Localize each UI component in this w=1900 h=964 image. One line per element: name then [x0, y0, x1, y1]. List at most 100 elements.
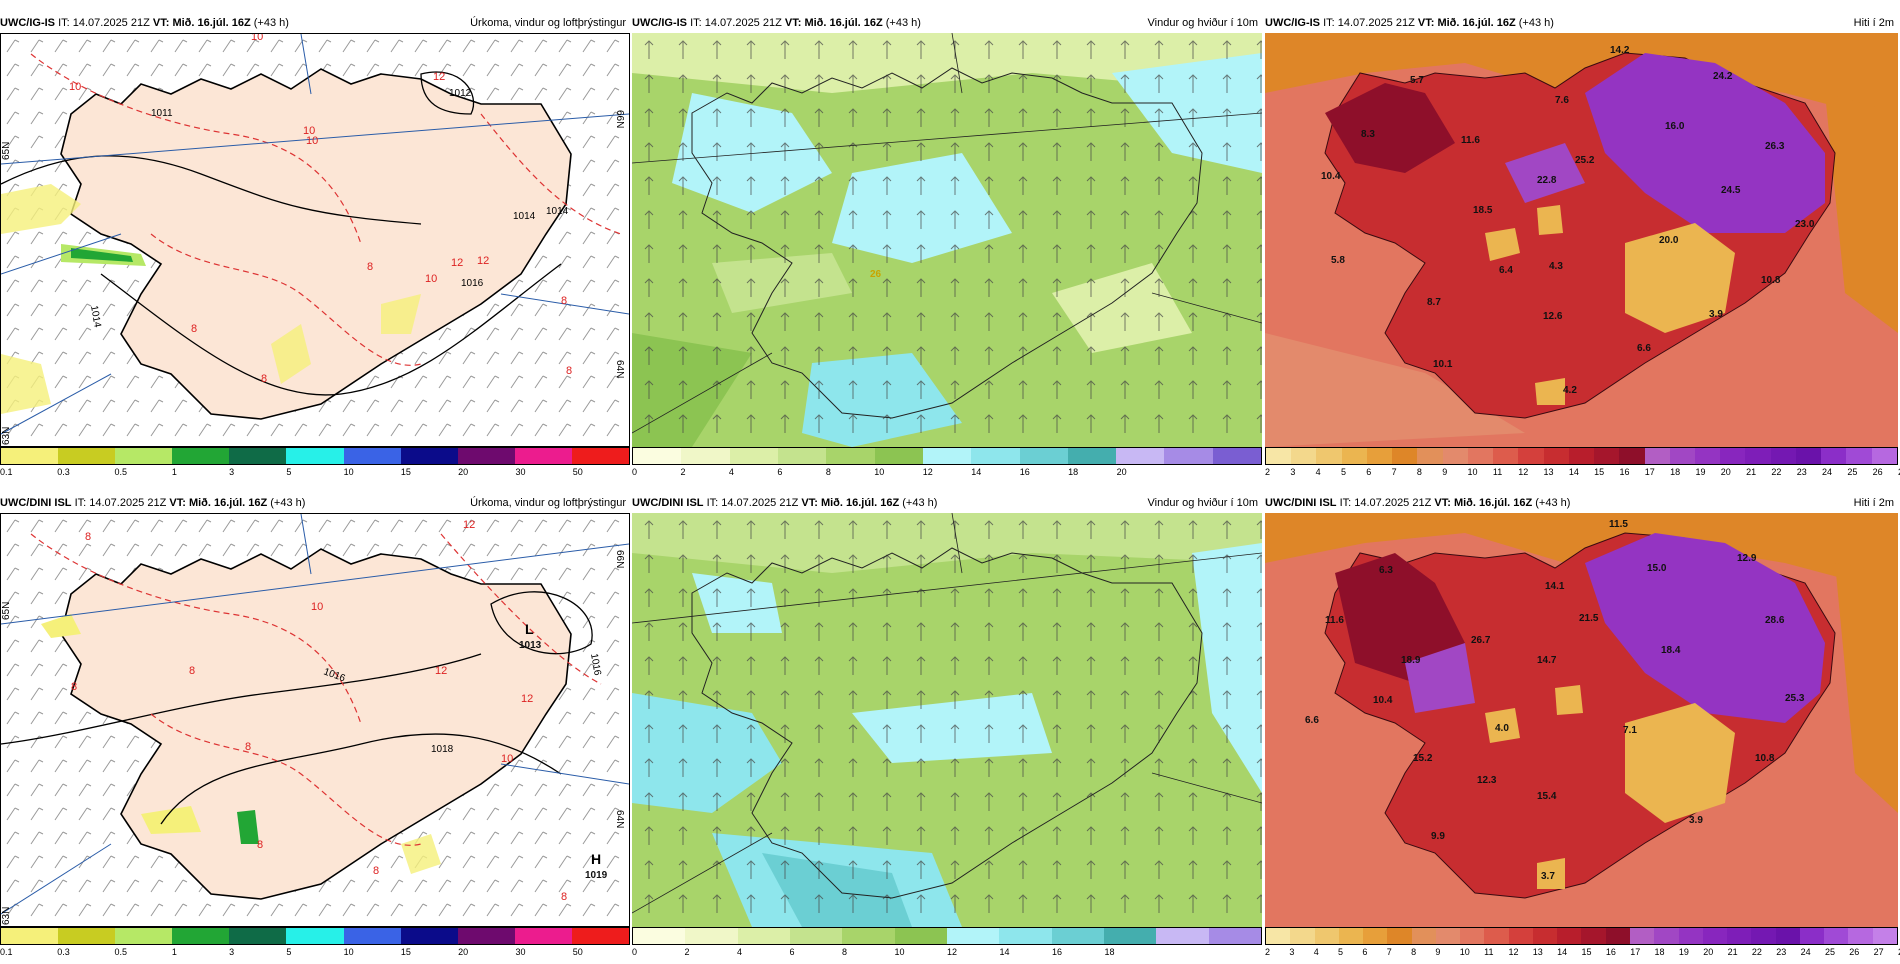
panel-temp-dini: UWC/DINI ISL IT: 14.07.2025 21Z VT: Mið.…	[1265, 494, 1900, 964]
colorbar-tick-label: 0	[632, 467, 638, 477]
pressure-label: 1018	[431, 744, 454, 755]
colorbar-swatch	[777, 448, 827, 464]
lead-time: (+43 h)	[885, 17, 921, 29]
colorbar-swatch	[1338, 928, 1364, 944]
colorbar-swatch	[1795, 448, 1822, 464]
colorbar-tick-label: 20	[458, 467, 469, 477]
coastline	[691, 547, 1203, 899]
colorbar-tick-label: 0.3	[57, 947, 70, 957]
colorbar-tick-label: 14	[971, 467, 982, 477]
lead-time: (+43 h)	[270, 497, 306, 509]
colorbar-tick-label: 12	[947, 947, 958, 957]
meridian	[1151, 772, 1262, 804]
lead-time: (+43 h)	[1535, 497, 1571, 509]
colorbar-swatch	[633, 928, 686, 944]
vt-label: VT:	[1434, 497, 1451, 509]
colorbar-tick-label: 25	[1824, 947, 1835, 957]
colorbar-swatch	[1442, 448, 1468, 464]
colorbar-swatch	[789, 928, 843, 944]
lead-time: (+43 h)	[902, 497, 938, 509]
temp-label: 4.0	[1495, 723, 1509, 734]
colorbar-swatch	[1824, 928, 1849, 944]
colorbar-ticks: 2 3 4 5 6 7 8 9 10 11 12 13 14 15 16 17 18 19 20 21 22 23 24 25…	[1265, 465, 1900, 481]
temp-label: 18.9	[1401, 655, 1421, 666]
temp-label: 10	[501, 753, 513, 765]
precip-patch	[141, 806, 201, 834]
colorbar-tick-label: 17	[1644, 467, 1655, 477]
it-value: 14.07.2025 21Z	[72, 17, 150, 29]
panel-header: UWC/IG-IS IT: 14.07.2025 21Z VT: Mið. 16…	[1265, 14, 1898, 32]
temp-cool-highland	[1625, 703, 1735, 823]
colorbar-swatch	[1727, 928, 1752, 944]
map-precip[interactable]: 1011 1012 1014 1014 1016 1014 10 10 12 1…	[0, 33, 630, 447]
high-pressure-letter: H	[591, 851, 601, 867]
temp-label: 11.6	[1461, 135, 1480, 146]
map-temp[interactable]: 11.5 6.3 15.0 12.9 11.6 14.1 26.7 28.6 1…	[1265, 513, 1898, 927]
pressure-label: 1016	[588, 653, 603, 677]
temp-label: 14.2	[1610, 45, 1630, 56]
colorbar-swatch	[1156, 928, 1209, 944]
temp-label: 8	[257, 839, 263, 851]
colorbar-swatch	[1387, 928, 1412, 944]
lat-label: 66N	[614, 110, 625, 128]
colorbar-tick-label: 3	[1289, 947, 1295, 957]
colorbar-swatch	[1872, 928, 1897, 944]
temp-contour	[150, 713, 422, 846]
lat-label: 63N	[1, 427, 12, 445]
temp-label: 18.4	[1661, 645, 1681, 656]
isobar	[100, 263, 562, 396]
colorbar-swatch	[1392, 448, 1418, 464]
temp-label: 12	[463, 519, 475, 531]
temp-hot-core	[1585, 53, 1825, 233]
colorbar-swatch	[1435, 928, 1461, 944]
temp-label: 8	[245, 741, 251, 753]
panel-header: UWC/DINI ISL IT: 14.07.2025 21Z VT: Mið.…	[0, 494, 630, 512]
colorbar-swatch	[999, 928, 1052, 944]
colorbar-tick-label: 0.1	[0, 947, 13, 957]
map-wind[interactable]	[632, 513, 1262, 927]
map-precip[interactable]: L 1013 H 1019 1016 1018 1016 12 8 10 8 1…	[0, 513, 630, 927]
colorbar-tick-label: 10	[894, 947, 905, 957]
map-wind[interactable]: 26	[632, 33, 1262, 447]
temp-contour	[150, 233, 422, 366]
temp-label: 9.9	[1431, 831, 1445, 842]
colorbar-swatch	[1164, 448, 1213, 464]
colorbar-tick-label: 15	[1581, 947, 1592, 957]
temp-label: 6.6	[1637, 343, 1651, 354]
colorbar-swatch	[1019, 448, 1068, 464]
colorbar-tick-label: 6	[777, 467, 783, 477]
wind-arrows	[632, 513, 1262, 927]
map-svg: 14.2 5.7 7.6 24.2 8.3 11.6 16.0 10.4 22.…	[1265, 33, 1898, 447]
colorbar-swatch	[1314, 928, 1339, 944]
colorbar-swatch	[286, 448, 344, 464]
colorbar-tick-label: 30	[515, 467, 526, 477]
colorbar-tick-label: 0	[632, 947, 638, 957]
colorbar-tick-label: 16	[1619, 467, 1630, 477]
temp-label: 8	[85, 531, 91, 543]
colorbar-tick-label: 21	[1746, 467, 1757, 477]
lat-label: 66N	[614, 550, 625, 568]
temp-label: 6.3	[1379, 565, 1393, 576]
colorbar-tick-label: 10	[1467, 467, 1478, 477]
colorbar-tick-label: 15	[400, 467, 411, 477]
it-label: IT:	[690, 17, 702, 29]
temp-label: 26.7	[1471, 635, 1491, 646]
meridian	[632, 832, 773, 914]
temp-contour	[30, 533, 362, 725]
panel-temp-igis: UWC/IG-IS IT: 14.07.2025 21Z VT: Mið. 16…	[1265, 14, 1900, 484]
temp-label: 12	[521, 693, 533, 705]
colorbar-swatch	[1484, 928, 1509, 944]
map-temp[interactable]: 14.2 5.7 7.6 24.2 8.3 11.6 16.0 10.4 22.…	[1265, 33, 1898, 447]
colorbar-tick-label: 15	[400, 947, 411, 957]
it-value: 14.07.2025 21Z	[1337, 17, 1415, 29]
temp-label: 8	[191, 323, 197, 335]
colorbar-tick-label: 18	[1654, 947, 1665, 957]
colorbar-swatch	[571, 448, 630, 464]
colorbar-swatch	[1341, 448, 1367, 464]
panel-title: Hiti í 2m	[1853, 497, 1894, 509]
meridian	[951, 513, 963, 574]
colorbar-tick-label: 5	[1340, 467, 1346, 477]
colorbar-tick-label: 1	[171, 467, 177, 477]
colorbar-tick-label: 9	[1442, 467, 1448, 477]
colorbar	[632, 447, 1262, 465]
